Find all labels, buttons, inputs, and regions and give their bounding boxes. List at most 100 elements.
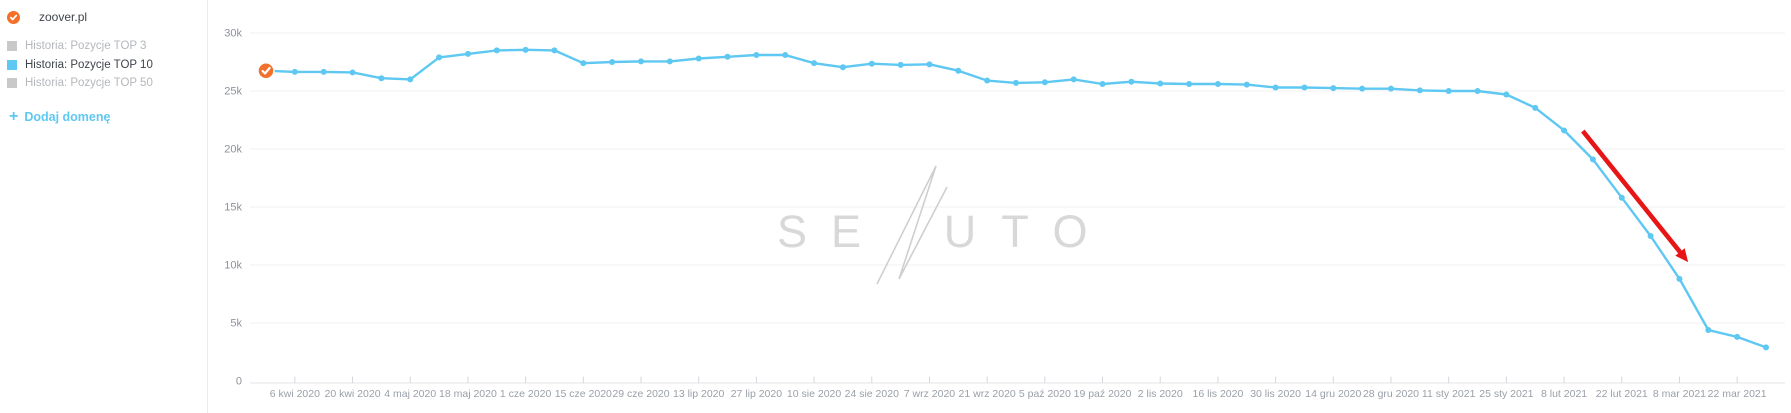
x-axis-tick-label: 21 wrz 2020 [959,388,1016,400]
series-line-top10 [264,48,1768,349]
data-point[interactable] [666,58,673,65]
data-point[interactable] [1388,85,1394,92]
data-point[interactable] [984,77,991,84]
data-point[interactable] [1474,88,1481,94]
x-axis-tick-label: 13 lip 2020 [673,388,725,400]
data-point[interactable] [291,68,298,75]
data-point[interactable] [1157,80,1164,87]
data-point[interactable] [609,59,616,65]
data-point[interactable] [724,53,731,60]
data-point[interactable] [1330,85,1337,92]
watermark-letter: S [777,206,809,257]
data-point[interactable] [1532,104,1539,111]
legend-item-top10[interactable]: Historia: Pozycje TOP 10 [7,56,153,75]
data-point[interactable] [1359,85,1366,92]
y-axis-tick-label: 0 [236,376,242,388]
data-point[interactable] [1272,84,1279,91]
data-point[interactable] [1647,233,1654,239]
legend-label: Historia: Pozycje TOP 3 [25,40,147,53]
data-point[interactable] [839,64,846,71]
decline-arrow-shaft [1581,129,1685,257]
data-point[interactable] [1618,194,1625,201]
data-point[interactable] [1214,81,1221,88]
data-point[interactable] [1243,81,1250,88]
data-point[interactable] [1705,326,1712,333]
y-axis-tick-label: 15k [224,202,242,214]
data-point[interactable] [349,69,356,76]
data-point[interactable] [378,75,385,82]
add-domain-label: Dodaj domenę [24,110,111,124]
series-color-swatch [7,41,17,52]
watermark-letter: E [831,206,863,257]
data-point[interactable] [551,47,558,54]
series-legend: Historia: Pozycje TOP 3 Historia: Pozycj… [7,37,153,93]
legend-item-top50[interactable]: Historia: Pozycje TOP 50 [7,74,153,93]
x-axis-tick-label: 11 sty 2021 [1422,388,1476,400]
data-point[interactable] [926,61,933,68]
data-point[interactable] [1070,76,1077,83]
x-axis-tick-label: 19 paź 2020 [1074,388,1132,400]
x-axis-tick-label: 2 lis 2020 [1138,388,1183,400]
domain-check-icon [7,10,20,24]
data-point[interactable] [1041,79,1048,86]
data-point[interactable] [436,54,443,61]
legend-label: Historia: Pozycje TOP 10 [25,58,153,71]
data-point[interactable] [1013,79,1019,86]
data-point[interactable] [1416,87,1423,94]
x-axis-tick-label: 6 kwi 2020 [270,388,320,400]
data-point[interactable] [1128,78,1135,85]
x-axis-tick-label: 10 sie 2020 [787,388,841,400]
data-point[interactable] [695,55,702,62]
x-axis-tick-label: 20 kwi 2020 [325,388,381,400]
data-point[interactable] [320,68,327,75]
x-axis-tick-label: 22 mar 2021 [1708,388,1767,400]
watermark-letter: O [1052,206,1089,257]
x-axis-tick-label: 8 mar 2021 [1653,388,1706,400]
data-point[interactable] [522,46,529,53]
x-axis-tick-label: 16 lis 2020 [1193,388,1244,400]
data-point[interactable] [493,47,500,54]
y-axis-tick-label: 30k [224,28,242,40]
sidebar-divider [207,0,208,413]
data-point[interactable] [1763,344,1769,351]
x-axis-tick-label: 5 paź 2020 [1019,388,1071,400]
y-axis-tick-label: 25k [224,86,242,98]
x-axis-tick-label: 27 lip 2020 [731,388,783,400]
x-axis-tick-label: 22 lut 2021 [1596,388,1648,400]
data-point[interactable] [1445,88,1452,94]
x-axis-tick-label: 14 gru 2020 [1305,388,1361,400]
data-point[interactable] [782,52,789,59]
data-point[interactable] [1676,275,1683,282]
data-point[interactable] [868,60,875,67]
data-point[interactable] [753,52,760,59]
data-point[interactable] [897,61,904,68]
data-point[interactable] [1503,91,1510,98]
data-point[interactable] [580,60,587,67]
data-point[interactable] [1301,84,1308,91]
x-axis-tick-label: 30 lis 2020 [1250,388,1301,400]
data-point[interactable] [955,67,962,74]
decline-arrow-head [1675,248,1689,263]
data-point[interactable] [638,58,644,65]
data-point[interactable] [1561,127,1568,134]
data-point[interactable] [407,76,414,83]
data-point[interactable] [1186,81,1193,88]
x-axis-tick-label: 24 sie 2020 [845,388,899,400]
x-axis-tick-label: 28 gru 2020 [1363,388,1419,400]
data-point[interactable] [1734,333,1741,340]
data-point[interactable] [1099,81,1106,88]
watermark-letter: T [1001,206,1031,257]
data-point[interactable] [1589,156,1596,163]
domain-row[interactable]: zoover.pl [7,10,87,24]
y-axis-tick-label: 20k [224,144,242,156]
sidebar: zoover.pl Historia: Pozycje TOP 3 Histor… [0,0,207,413]
domain-label: zoover.pl [39,10,88,24]
data-point[interactable] [464,50,471,57]
add-domain-button[interactable]: + Dodaj domenę [9,109,111,125]
series-color-swatch [7,78,17,89]
x-axis-tick-label: 7 wrz 2020 [904,388,956,400]
data-point[interactable] [811,60,818,67]
legend-item-top3[interactable]: Historia: Pozycje TOP 3 [7,37,153,56]
